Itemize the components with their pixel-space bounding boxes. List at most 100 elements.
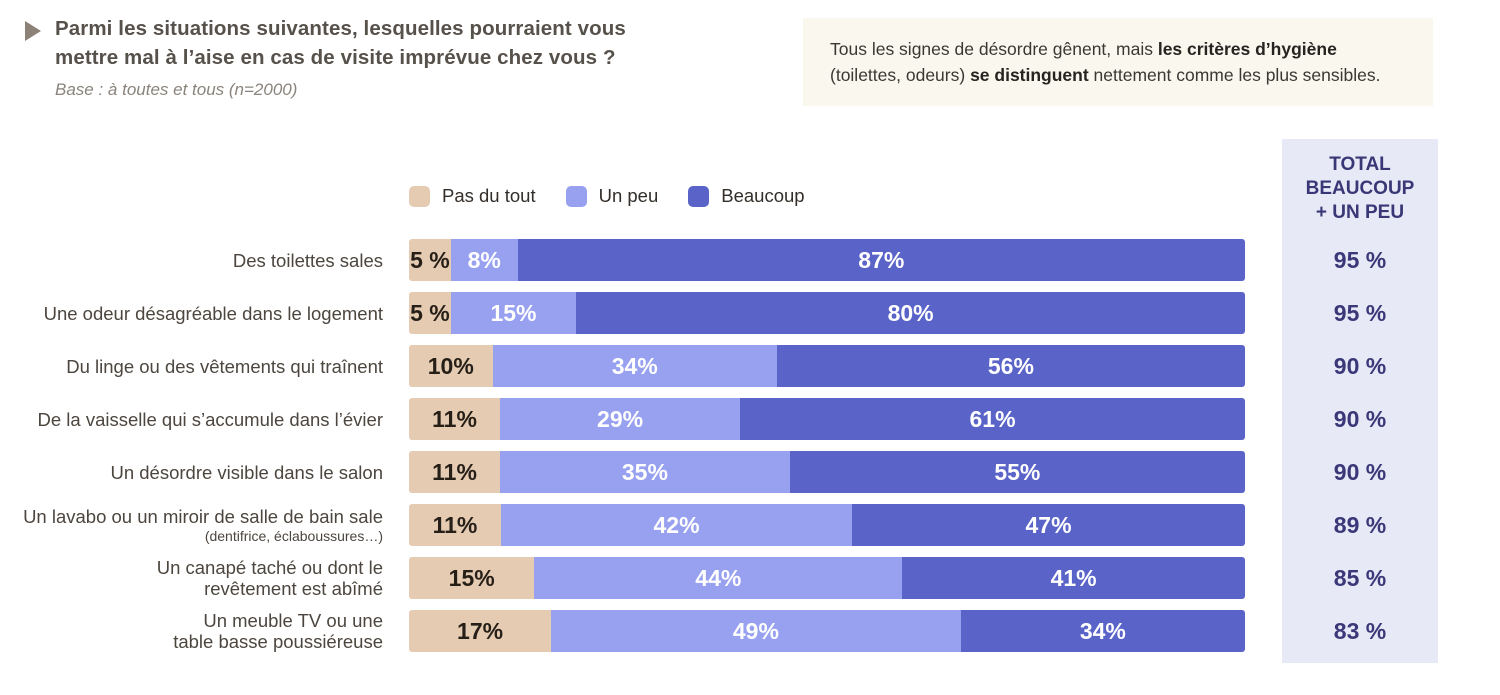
chart-row: Une odeur désagréable dans le logement 5 … (0, 292, 1500, 334)
insight-callout-text: Tous les signes de désordre gênent, mais… (830, 39, 1381, 85)
stacked-bar: 11% 35% 55% (409, 451, 1245, 493)
category-label: Un désordre visible dans le salon (0, 462, 409, 483)
category-label-line: Un désordre visible dans le salon (110, 461, 383, 483)
total-cell: 95 % (1245, 247, 1500, 274)
stacked-bar: 11% 29% 61% (409, 398, 1245, 440)
total-value: 90 % (1333, 352, 1387, 379)
legend-item-2: Beaucoup (688, 185, 805, 207)
total-value: 95 % (1333, 299, 1387, 326)
bar-segment-pas-du-tout: 5 % (409, 292, 451, 334)
segment-value-label: 5 % (410, 246, 450, 273)
total-cell: 85 % (1245, 565, 1500, 592)
total-value: 90 % (1333, 405, 1387, 432)
total-cell: 90 % (1245, 406, 1500, 433)
category-label-line: Un lavabo ou un miroir de salle de bain … (23, 506, 383, 527)
bar-segment-beaucoup: 80% (576, 292, 1245, 334)
question-title-line2: mettre mal à l’aise en cas de visite imp… (55, 46, 616, 69)
chart-row: De la vaisselle qui s’accumule dans l’év… (0, 398, 1500, 440)
category-sublabel: (dentifrice, éclaboussures…) (204, 528, 383, 544)
segment-value-label: 15% (448, 564, 495, 591)
question-title: Parmi les situations suivantes, lesquell… (55, 14, 626, 72)
category-label-line: Un meuble TV ou une (203, 610, 383, 631)
bullet-triangle-icon (25, 21, 41, 41)
category-label-line: Des toilettes sales (232, 249, 383, 271)
bar-segment-pas-du-tout: 15% (409, 557, 535, 599)
bar-segment-un-peu: 44% (534, 557, 903, 599)
bar-segment-beaucoup: 47% (852, 504, 1245, 546)
total-panel: TOTAL BEAUCOUP + UN PEU (1282, 139, 1438, 663)
chart-row: Du linge ou des vêtements qui traînent 10… (0, 345, 1500, 387)
bar-segment-beaucoup: 55% (789, 451, 1245, 493)
segment-value-label: 42% (653, 511, 700, 538)
question-title-line1: Parmi les situations suivantes, lesquell… (55, 17, 626, 40)
bar-segment-pas-du-tout: 11% (409, 451, 501, 493)
total-cell: 95 % (1245, 300, 1500, 327)
total-value: 90 % (1333, 458, 1387, 485)
bar-segment-beaucoup: 56% (776, 345, 1245, 387)
bar-segment-pas-du-tout: 10% (409, 345, 493, 387)
total-cell: 90 % (1245, 353, 1500, 380)
total-value: 89 % (1333, 511, 1387, 538)
segment-value-label: 49% (732, 617, 779, 644)
segment-value-label: 55% (994, 458, 1041, 485)
segment-value-label: 34% (1079, 617, 1126, 644)
segment-value-label: 10% (427, 352, 474, 379)
legend-label: Beaucoup (721, 185, 805, 206)
category-label-line: Une odeur désagréable dans le logement (43, 302, 383, 324)
legend-item-1: Un peu (565, 185, 659, 207)
stacked-bar: 11% 42% 47% (409, 504, 1245, 546)
legend-label: Un peu (598, 185, 659, 206)
category-label: Un canapé taché ou dont le revêtement est… (0, 557, 409, 599)
bar-segment-beaucoup: 61% (740, 398, 1245, 440)
category-label-line: Un canapé taché ou dont le (156, 557, 383, 578)
title-group: Parmi les situations suivantes, lesquell… (55, 14, 626, 100)
bar-segment-un-peu: 8% (450, 239, 518, 281)
segment-value-label: 56% (987, 352, 1034, 379)
segment-value-label: 44% (695, 564, 742, 591)
category-label: Du linge ou des vêtements qui traînent (0, 356, 409, 377)
chart-row: Un lavabo ou un miroir de salle de bain … (0, 504, 1500, 546)
segment-value-label: 61% (969, 405, 1016, 432)
bar-segment-pas-du-tout: 11% (409, 398, 501, 440)
header: Parmi les situations suivantes, lesquell… (25, 14, 626, 100)
segment-value-label: 15% (490, 299, 537, 326)
segment-value-label: 87% (858, 246, 905, 273)
category-label: Un lavabo ou un miroir de salle de bain … (0, 506, 409, 544)
legend: Pas du tout Un peu Beaucoup (409, 185, 805, 207)
category-label-line: De la vaisselle qui s’accumule dans l’év… (37, 408, 384, 430)
stacked-bar: 5 % 8% 87% (409, 239, 1245, 281)
chart-rows: Des toilettes sales 5 % 8% 87% 95 % Une odeur… (0, 239, 1500, 663)
category-label: De la vaisselle qui s’accumule dans l’év… (0, 409, 409, 430)
bar-segment-pas-du-tout: 11% (409, 504, 501, 546)
total-panel-header: TOTAL BEAUCOUP + UN PEU (1305, 154, 1415, 223)
stacked-bar: 5 % 15% 80% (409, 292, 1245, 334)
segment-value-label: 29% (597, 405, 644, 432)
category-label-line: revêtement est abîmé (204, 578, 383, 599)
bar-segment-beaucoup: 41% (902, 557, 1245, 599)
chart-row: Un meuble TV ou une table basse poussiére… (0, 610, 1500, 652)
segment-value-label: 11% (432, 405, 477, 432)
segment-value-label: 35% (621, 458, 668, 485)
legend-item-0: Pas du tout (409, 185, 536, 207)
chart-row: Un désordre visible dans le salon 11% 35% 5… (0, 451, 1500, 493)
segment-value-label: 11% (432, 458, 477, 485)
segment-value-label: 41% (1050, 564, 1097, 591)
category-label: Des toilettes sales (0, 250, 409, 271)
segment-value-label: 34% (611, 352, 658, 379)
total-cell: 89 % (1245, 512, 1500, 539)
segment-value-label: 17% (457, 617, 504, 644)
category-label: Un meuble TV ou une table basse poussiére… (0, 610, 409, 652)
bar-segment-un-peu: 15% (450, 292, 577, 334)
total-value: 83 % (1333, 617, 1387, 644)
segment-value-label: 80% (887, 299, 934, 326)
legend-swatch-icon (688, 185, 710, 207)
bar-segment-beaucoup: 87% (517, 239, 1245, 281)
bar-segment-un-peu: 35% (500, 451, 790, 493)
stacked-bar: 15% 44% 41% (409, 557, 1245, 599)
bar-segment-un-peu: 34% (492, 345, 777, 387)
bar-segment-pas-du-tout: 5 % (409, 239, 451, 281)
total-cell: 90 % (1245, 459, 1500, 486)
category-label-line: Du linge ou des vêtements qui traînent (66, 355, 383, 377)
base-note: Base : à toutes et tous (n=2000) (55, 80, 298, 99)
